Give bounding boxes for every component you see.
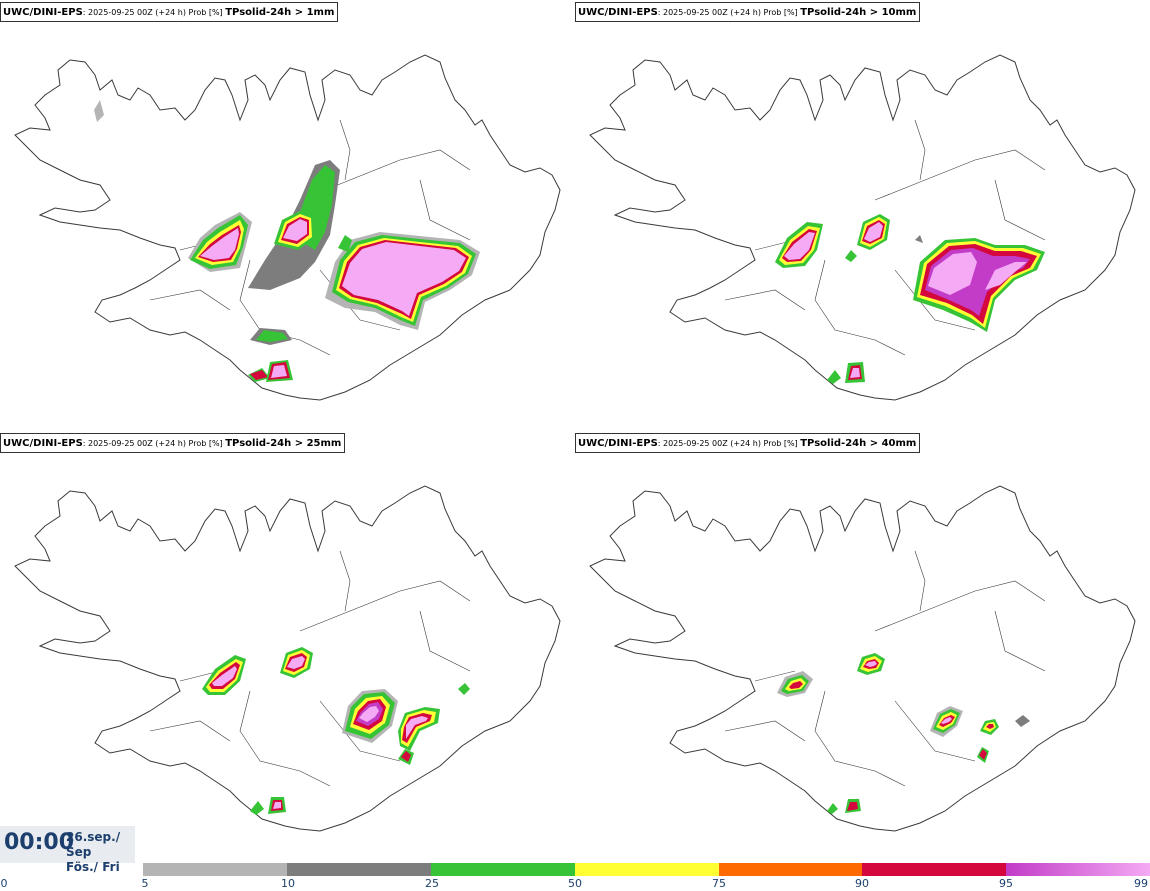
colorbar-segment-90-95 (862, 863, 1006, 876)
probability-colorbar (143, 863, 1150, 876)
run-info: : 2025-09-25 00Z (+24 h) Prob [%] (82, 8, 226, 17)
colorbar-label: 99 (1134, 877, 1148, 890)
panel-title: UWC/DINI-EPS: 2025-09-25 00Z (+24 h) Pro… (0, 433, 346, 453)
valid-time-box: 00:00 26.sep./ Sep Fös./ Fri (0, 826, 135, 874)
colorbar-label: 0 (0, 877, 8, 890)
map-panel-1mm: UWC/DINI-EPS: 2025-09-25 00Z (+24 h) Pro… (0, 0, 575, 428)
iceland-map (589, 485, 1136, 832)
run-info: : 2025-09-25 00Z (+24 h) Prob [%] (82, 439, 226, 448)
valid-date-line: 26.sep./ Sep (66, 830, 121, 859)
valid-time-clock: 00:00 (4, 830, 75, 855)
variable-name: TPsolid-24h > 1mm (225, 7, 335, 18)
map-panel-40mm: UWC/DINI-EPS: 2025-09-25 00Z (+24 h) Pro… (575, 431, 1150, 859)
iceland-coastline (589, 54, 1136, 401)
colorbar-segment-50-75 (575, 863, 719, 876)
model-name: UWC/DINI-EPS (3, 438, 83, 449)
region-borders (724, 119, 1046, 356)
colorbar-label: 25 (425, 877, 439, 890)
iceland-map (14, 54, 561, 401)
model-name: UWC/DINI-EPS (578, 7, 658, 18)
colorbar-label: 90 (855, 877, 869, 890)
run-info: : 2025-09-25 00Z (+24 h) Prob [%] (657, 8, 801, 17)
variable-name: TPsolid-24h > 40mm (800, 438, 917, 449)
variable-name: TPsolid-24h > 10mm (800, 7, 917, 18)
model-name: UWC/DINI-EPS (3, 7, 83, 18)
colorbar-label: 5 (141, 877, 149, 890)
valid-time-date: 26.sep./ Sep Fös./ Fri (66, 830, 135, 875)
colorbar-label: 50 (568, 877, 582, 890)
iceland-coastline (589, 485, 1136, 832)
probability-areas (777, 653, 1030, 814)
region-borders (149, 550, 471, 787)
colorbar-segment-10-25 (287, 863, 431, 876)
colorbar-segment-5-10 (143, 863, 287, 876)
colorbar-segment-95-99 (1006, 863, 1150, 876)
coastline-path (589, 485, 1136, 832)
panel-title: UWC/DINI-EPS: 2025-09-25 00Z (+24 h) Pro… (0, 2, 339, 22)
colorbar-label: 10 (281, 877, 295, 890)
model-name: UWC/DINI-EPS (578, 438, 658, 449)
iceland-map (589, 54, 1136, 401)
run-info: : 2025-09-25 00Z (+24 h) Prob [%] (657, 439, 801, 448)
panel-title: UWC/DINI-EPS: 2025-09-25 00Z (+24 h) Pro… (575, 2, 921, 22)
iceland-map (14, 485, 561, 832)
map-panel-25mm: UWC/DINI-EPS: 2025-09-25 00Z (+24 h) Pro… (0, 431, 575, 859)
colorbar-segment-75-90 (719, 863, 862, 876)
variable-name: TPsolid-24h > 25mm (225, 438, 342, 449)
panel-title: UWC/DINI-EPS: 2025-09-25 00Z (+24 h) Pro… (575, 433, 921, 453)
probability-areas (202, 647, 470, 815)
iceland-coastline (14, 485, 561, 832)
probability-areas (775, 214, 1045, 384)
colorbar-label: 95 (999, 877, 1013, 890)
coastline-path (14, 485, 561, 832)
region-borders (724, 550, 1046, 787)
coastline-path (14, 54, 561, 401)
probability-areas (94, 100, 480, 382)
colorbar-label: 75 (712, 877, 726, 890)
coastline-path (589, 54, 1136, 401)
map-panel-10mm: UWC/DINI-EPS: 2025-09-25 00Z (+24 h) Pro… (575, 0, 1150, 428)
valid-weekday-line: Fös./ Fri (66, 860, 120, 874)
colorbar-segment-25-50 (431, 863, 575, 876)
